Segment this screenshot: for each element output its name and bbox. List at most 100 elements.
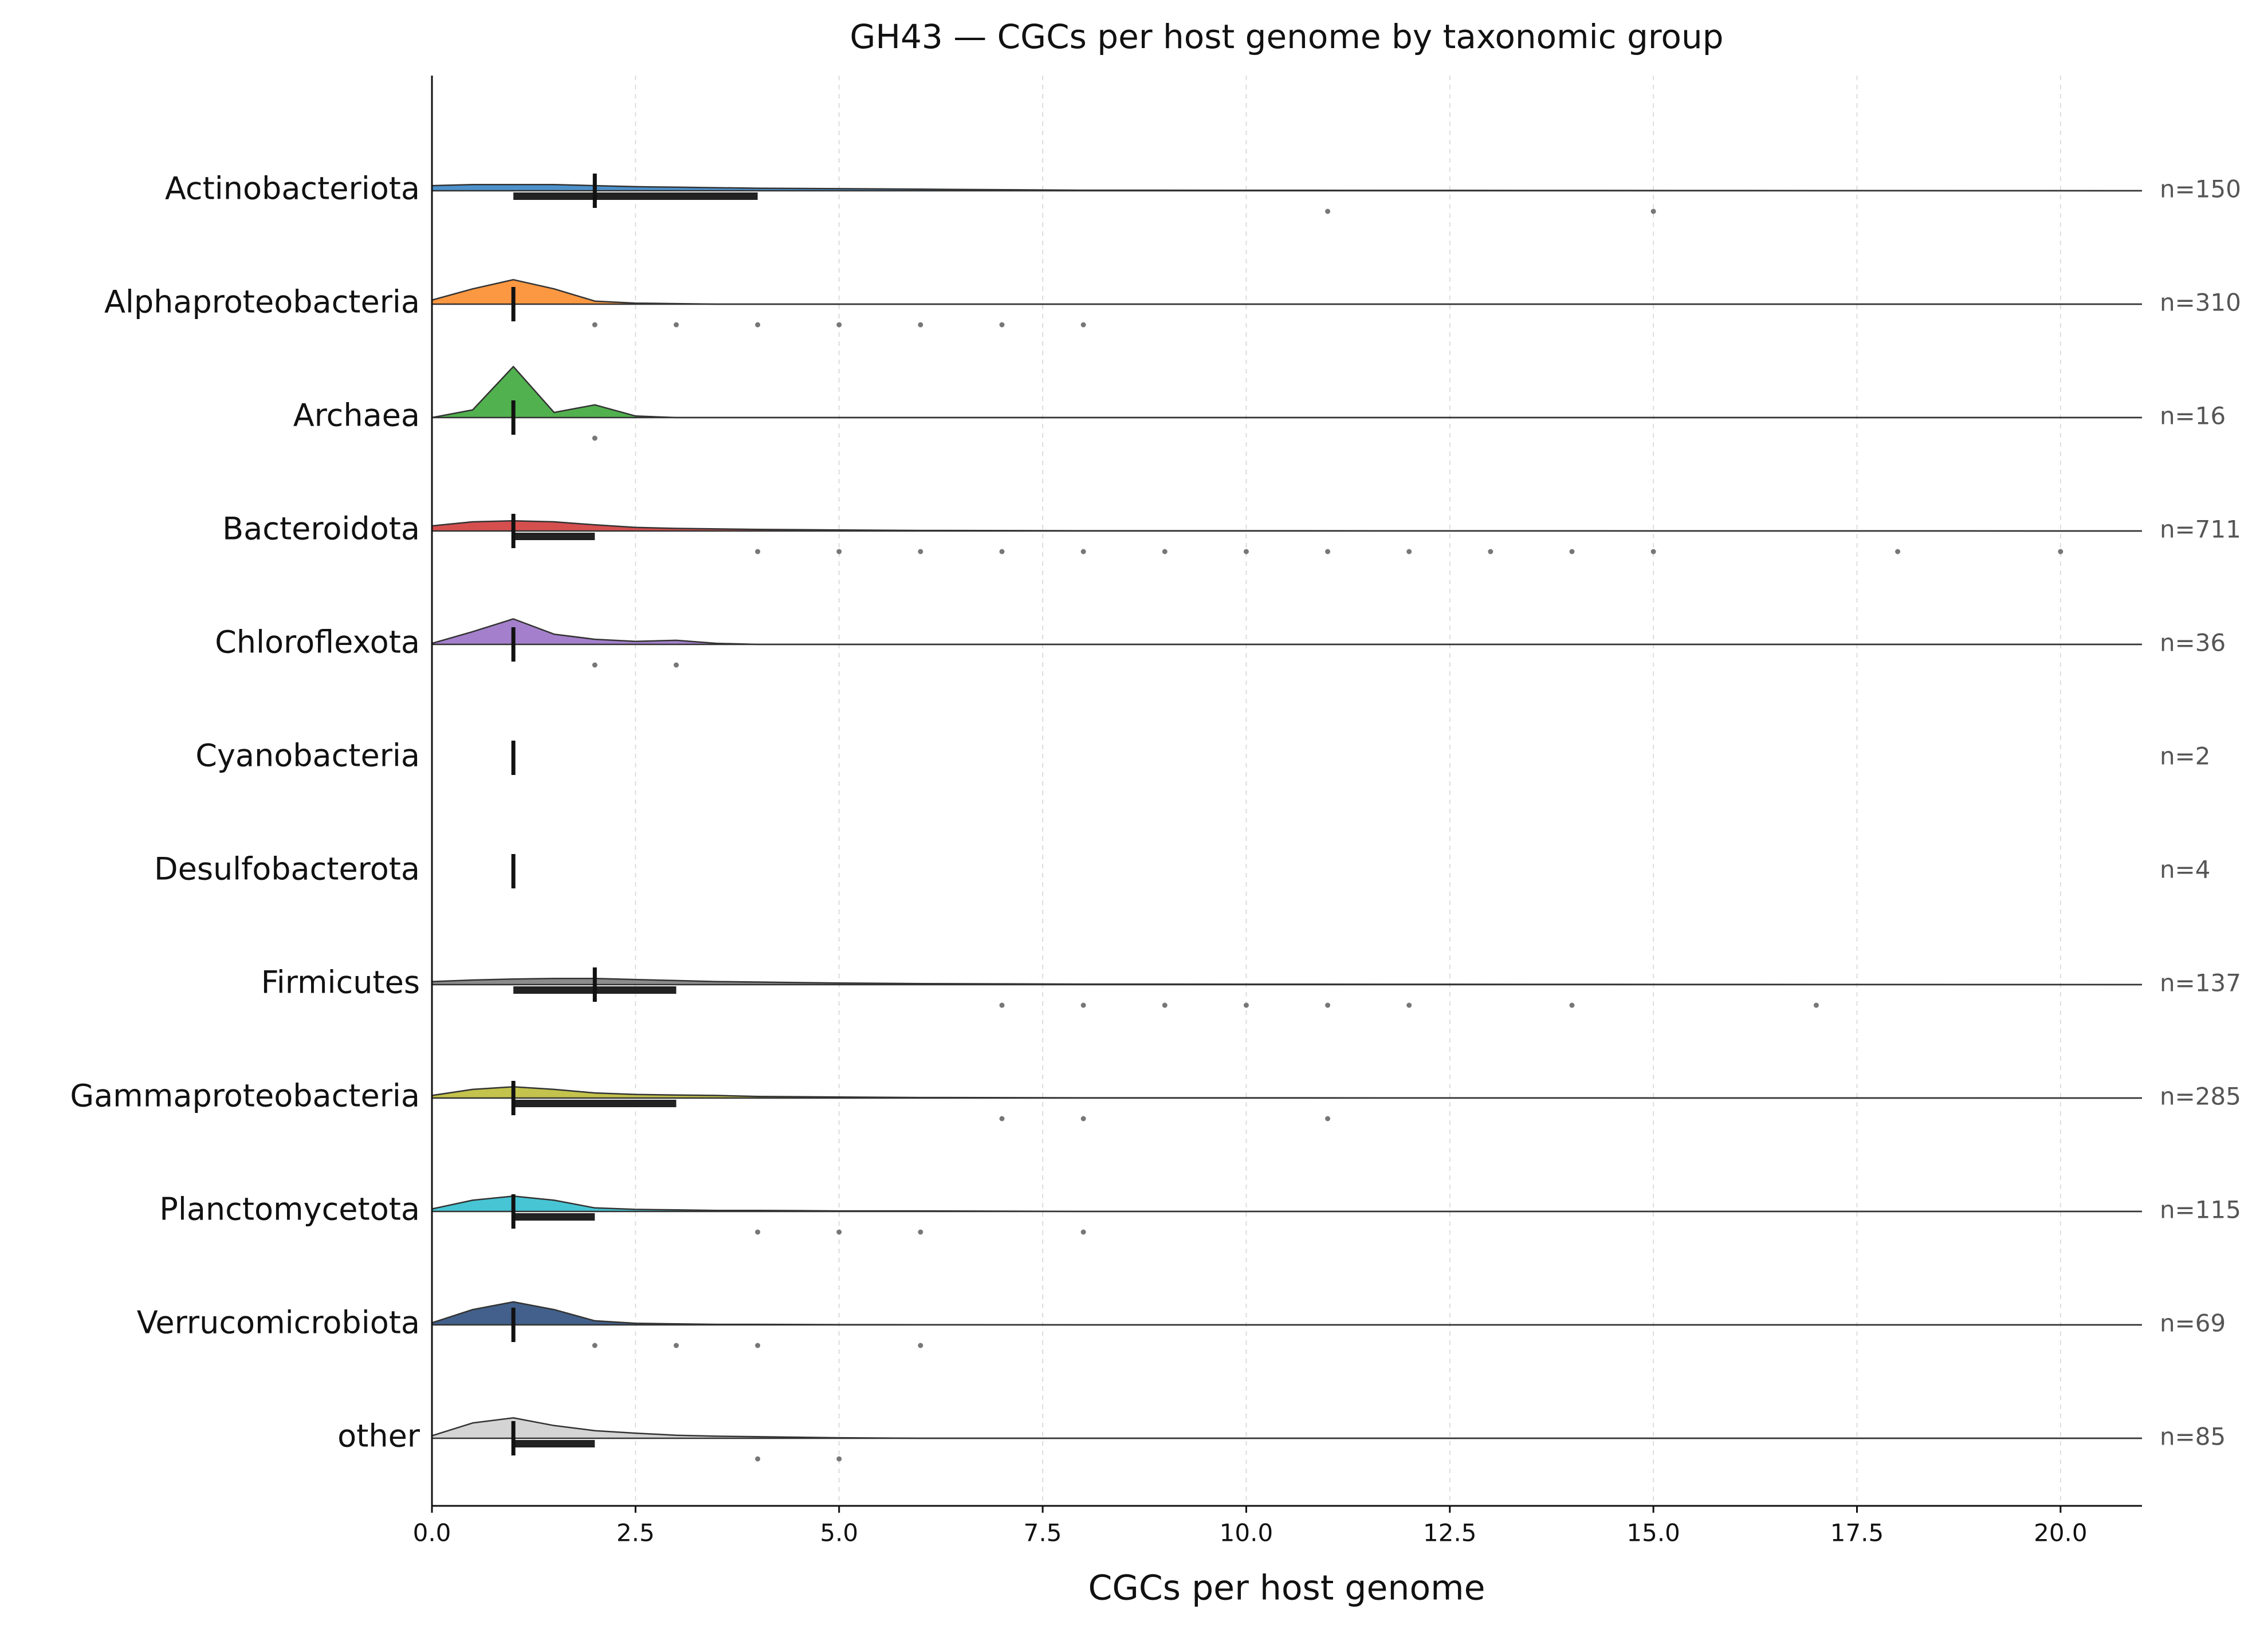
outlier	[1406, 1002, 1412, 1008]
outlier	[755, 1456, 761, 1462]
count-label: n=85	[2160, 1423, 2226, 1451]
density-line	[431, 618, 2142, 646]
density-area	[432, 1301, 2142, 1325]
density-area	[432, 521, 2142, 531]
density-area	[432, 280, 2142, 304]
outlier	[1569, 1002, 1575, 1008]
count-label: n=150	[2160, 175, 2241, 203]
outlier	[1325, 549, 1331, 554]
chart-title: GH43 — CGCs per host genome by taxonomic…	[850, 17, 1723, 56]
iqr-bar	[513, 1440, 595, 1447]
count-label: n=310	[2160, 289, 2241, 317]
outlier	[836, 1229, 842, 1235]
density-area	[432, 1418, 2142, 1438]
count-label: n=4	[2160, 856, 2211, 884]
outlier	[673, 662, 679, 668]
density-area	[432, 367, 2142, 418]
outlier	[1080, 1116, 1086, 1122]
category-label: Bacteroidota	[222, 511, 420, 547]
count-label: n=115	[2160, 1196, 2241, 1224]
category-label: Planctomycetota	[159, 1191, 420, 1227]
category-label: Archaea	[293, 398, 420, 434]
category-label: Chloroflexota	[215, 624, 420, 660]
outlier	[755, 322, 761, 328]
outlier	[755, 549, 761, 554]
outlier	[918, 322, 923, 328]
outlier	[592, 1343, 598, 1348]
outlier	[918, 1229, 923, 1235]
count-label: n=137	[2160, 969, 2241, 997]
density-area	[432, 619, 2142, 644]
x-tick-label: 5.0	[820, 1519, 858, 1547]
outlier	[755, 1229, 761, 1235]
category-label: other	[337, 1418, 420, 1454]
density-line	[431, 1417, 2142, 1439]
x-tick-label: 20.0	[2034, 1519, 2088, 1547]
outlier	[673, 1343, 679, 1348]
outlier	[999, 1116, 1005, 1122]
outlier	[755, 1343, 761, 1348]
outlier	[1162, 1002, 1168, 1008]
count-label: n=16	[2160, 402, 2226, 430]
x-axis-label: CGCs per host genome	[1088, 1568, 1485, 1608]
outlier	[999, 549, 1005, 554]
iqr-bar	[513, 1213, 595, 1221]
iqr-bar	[513, 533, 595, 540]
x-tick-label: 10.0	[1220, 1519, 1273, 1547]
x-tick-label: 0.0	[413, 1519, 451, 1547]
outlier	[1813, 1002, 1819, 1008]
category-label: Firmicutes	[261, 965, 420, 1001]
category-label: Verrucomicrobiota	[137, 1305, 420, 1341]
density-line	[431, 279, 2142, 305]
x-tick-label: 2.5	[616, 1519, 655, 1547]
count-label: n=36	[2160, 629, 2226, 657]
outlier	[1325, 1116, 1331, 1122]
density-area	[432, 1196, 2142, 1211]
outlier	[1325, 208, 1331, 214]
category-label: Actinobacteriota	[165, 171, 420, 207]
count-label: n=2	[2160, 742, 2211, 770]
density-line	[431, 1195, 2142, 1213]
outlier	[1080, 1002, 1086, 1008]
outlier	[1488, 549, 1493, 554]
category-label: Gammaproteobacteria	[70, 1078, 420, 1114]
outlier	[918, 549, 923, 554]
density-line	[431, 184, 2143, 192]
outlier	[1895, 549, 1901, 554]
density-line	[431, 978, 2143, 986]
outlier	[1162, 549, 1168, 554]
outlier	[1080, 322, 1086, 328]
count-label: n=69	[2160, 1309, 2226, 1337]
category-label: Alphaproteobacteria	[104, 284, 420, 320]
outlier	[1569, 549, 1575, 554]
outlier	[1650, 208, 1656, 214]
outlier	[592, 322, 598, 328]
iqr-bar	[513, 1100, 677, 1107]
outlier	[592, 662, 598, 668]
count-label: n=711	[2160, 516, 2241, 544]
x-tick-label: 15.0	[1626, 1519, 1680, 1547]
outlier	[836, 322, 842, 328]
outlier	[2058, 549, 2063, 554]
count-label: n=285	[2160, 1083, 2241, 1111]
density-area	[432, 1087, 2142, 1098]
iqr-bar	[513, 192, 758, 200]
outlier	[1650, 549, 1656, 554]
density-line	[431, 1301, 2142, 1326]
x-tick-label: 7.5	[1024, 1519, 1062, 1547]
outlier	[1243, 549, 1249, 554]
outlier	[999, 322, 1005, 328]
outlier	[1325, 1002, 1331, 1008]
x-tick-label: 12.5	[1423, 1519, 1477, 1547]
outlier	[673, 322, 679, 328]
outlier	[999, 1002, 1005, 1008]
outlier	[1406, 549, 1412, 554]
category-label: Desulfobacterota	[154, 851, 420, 887]
outlier	[1243, 1002, 1249, 1008]
outlier	[836, 549, 842, 554]
density-line	[431, 365, 2142, 419]
category-label: Cyanobacteria	[195, 738, 420, 774]
outlier	[1080, 1229, 1086, 1235]
outlier	[836, 1456, 842, 1462]
